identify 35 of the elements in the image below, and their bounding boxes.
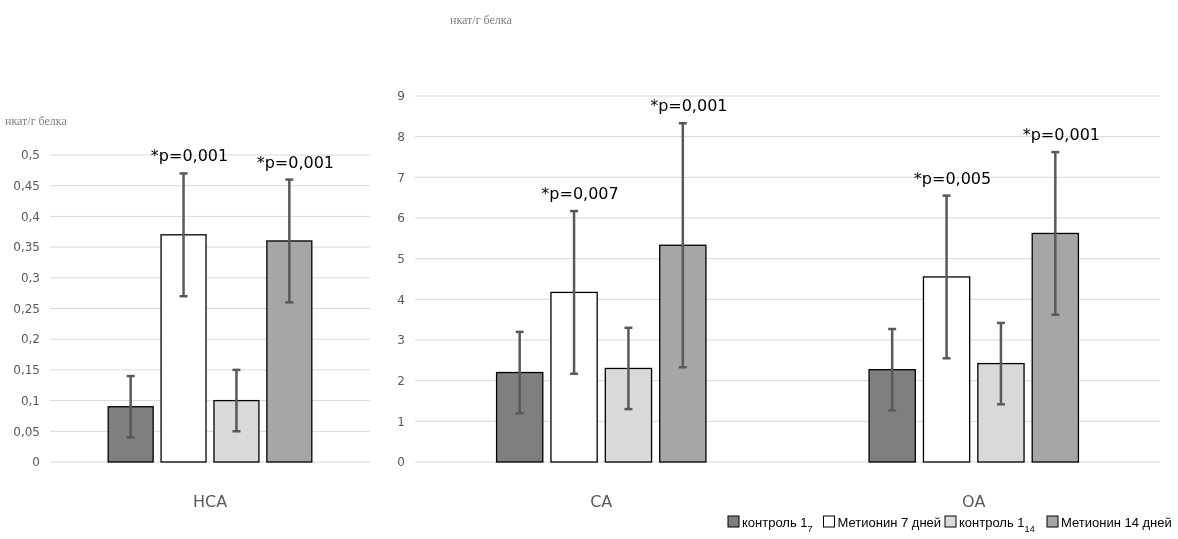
annotation: *p=0,005 bbox=[913, 168, 992, 188]
y-tick-label: 8 bbox=[397, 129, 405, 144]
y-tick-label: 0 bbox=[397, 455, 405, 470]
x-tick-label: CA bbox=[590, 492, 613, 511]
annotation: *p=0,001 bbox=[650, 96, 728, 116]
y-tick-label: 9 bbox=[397, 89, 405, 104]
legend-label: контроль 1$_{7}$ bbox=[742, 515, 813, 534]
annotation: *p=0,007 bbox=[541, 184, 619, 204]
y-tick-label: 0,1 bbox=[20, 393, 40, 408]
y-tick-label: 7 bbox=[397, 170, 405, 185]
y-tick-label: 0,2 bbox=[20, 332, 40, 347]
y-tick-label: 0,4 bbox=[20, 209, 40, 224]
y-tick-label: 0,05 bbox=[13, 424, 40, 439]
y-tick-label: 6 bbox=[397, 211, 405, 226]
legend-label: Метионин 14 дней bbox=[1061, 515, 1172, 530]
x-tick-label: HCA bbox=[192, 492, 228, 511]
annotation: *p=0,001 bbox=[1022, 125, 1101, 145]
y-tick-label: 0,3 bbox=[20, 271, 40, 285]
legend-label: контроль 1$_{14}$ bbox=[959, 515, 1035, 534]
y-tick-label: 3 bbox=[397, 333, 405, 348]
annotation: *p=0,001 bbox=[256, 152, 335, 172]
y-axis-title: нкат/г белка bbox=[450, 13, 513, 27]
y-tick-label: 4 bbox=[397, 292, 405, 307]
y-axis-title: нкат/г белка bbox=[5, 114, 68, 128]
legend-label: Метионин 7 дней bbox=[837, 515, 942, 530]
y-tick-label: 0,35 bbox=[13, 240, 40, 255]
y-tick-label: 5 bbox=[397, 251, 405, 266]
y-tick-label: 0,45 bbox=[13, 178, 40, 193]
y-tick-label: 0,25 bbox=[13, 301, 40, 316]
y-tick-label: 0,5 bbox=[20, 148, 40, 163]
annotation: *p=0,001 bbox=[150, 146, 229, 166]
y-tick-label: 1 bbox=[397, 414, 405, 429]
y-tick-label: 0,15 bbox=[13, 363, 40, 378]
y-tick-label: 2 bbox=[397, 373, 405, 388]
x-tick-label: OA bbox=[962, 492, 986, 511]
